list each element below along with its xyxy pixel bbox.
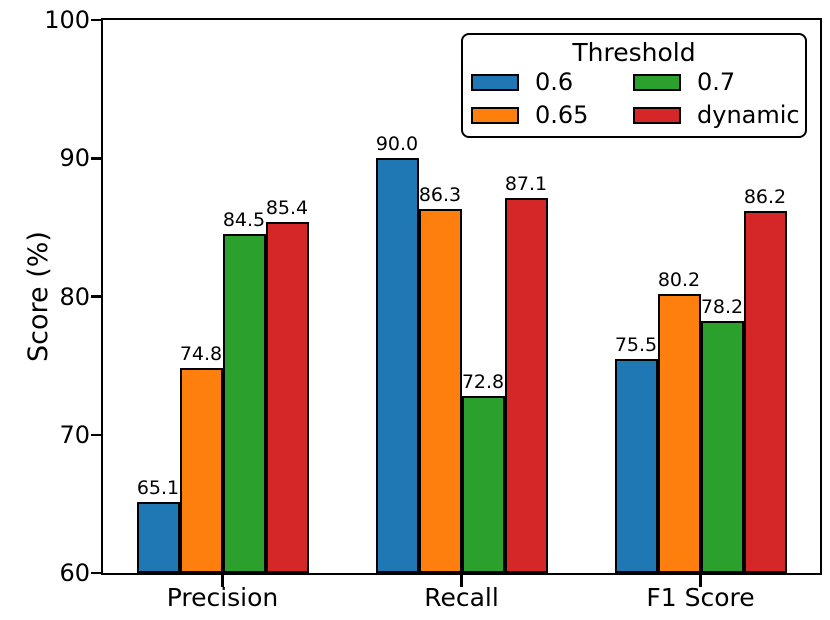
y-tick-mark bbox=[91, 18, 101, 22]
y-tick-mark bbox=[91, 295, 101, 298]
bar-dynamic-recall bbox=[504, 198, 548, 573]
x-tick-mark bbox=[460, 575, 463, 587]
y-tick-label: 80 bbox=[59, 282, 90, 311]
legend-entry-label: 0.65 bbox=[535, 101, 589, 129]
bar-value-label: 86.3 bbox=[418, 184, 462, 207]
x-tick-mark bbox=[221, 575, 224, 587]
bar-value-label: 87.1 bbox=[504, 173, 548, 196]
legend-title: Threshold bbox=[572, 38, 696, 67]
legend-swatch-icon bbox=[471, 107, 519, 124]
bar-value-label: 84.5 bbox=[222, 209, 266, 232]
bar-value-label: 78.2 bbox=[700, 296, 744, 319]
legend-entries: 0.6 0.65 0.7 dynamic bbox=[463, 68, 805, 130]
legend-entry-0.65: 0.65 bbox=[471, 101, 633, 130]
bar-0.7-precision bbox=[222, 234, 266, 573]
bar-0.6-recall bbox=[375, 158, 419, 573]
bar-value-label: 65.1 bbox=[136, 477, 180, 500]
y-tick-label: 100 bbox=[44, 6, 90, 34]
legend-entry-label: 0.7 bbox=[697, 68, 736, 96]
legend-swatch-icon bbox=[471, 74, 519, 91]
x-tick-mark bbox=[699, 575, 702, 587]
legend-entry-0.6: 0.6 bbox=[471, 68, 633, 97]
bar-0.65-recall bbox=[418, 209, 462, 573]
y-tick-label: 70 bbox=[59, 420, 90, 449]
legend-entry-label: 0.6 bbox=[535, 68, 574, 96]
bar-value-label: 75.5 bbox=[614, 333, 658, 356]
bar-value-label: 86.2 bbox=[743, 185, 787, 208]
bar-0.7-f1-score bbox=[700, 321, 744, 573]
bar-0.6-f1-score bbox=[614, 358, 658, 573]
legend-entry-dynamic: dynamic bbox=[633, 101, 805, 130]
x-category-label: F1 Score bbox=[646, 583, 755, 612]
bar-value-label: 85.4 bbox=[265, 196, 309, 219]
y-tick-label: 60 bbox=[59, 559, 90, 587]
bar-value-label: 80.2 bbox=[657, 268, 701, 291]
x-category-label: Recall bbox=[424, 583, 499, 612]
bar-dynamic-precision bbox=[265, 221, 309, 573]
bar-0.7-recall bbox=[461, 396, 505, 573]
y-tick-mark bbox=[91, 433, 101, 436]
y-tick-mark bbox=[91, 157, 101, 160]
legend: Threshold 0.6 0.65 0.7 dynamic bbox=[461, 33, 807, 138]
legend-swatch-icon bbox=[633, 74, 681, 91]
legend-entry-0.7: 0.7 bbox=[633, 68, 805, 97]
bar-0.65-precision bbox=[179, 368, 223, 573]
x-category-label: Precision bbox=[166, 583, 279, 612]
legend-swatch-icon bbox=[633, 107, 681, 124]
y-tick-label: 90 bbox=[59, 144, 90, 173]
bar-value-label: 72.8 bbox=[461, 371, 505, 394]
bar-0.65-f1-score bbox=[657, 293, 701, 573]
bar-value-label: 90.0 bbox=[375, 133, 419, 156]
bar-value-label: 74.8 bbox=[179, 343, 223, 366]
bar-0.6-precision bbox=[136, 502, 180, 573]
bar-dynamic-f1-score bbox=[743, 210, 787, 573]
y-tick-mark bbox=[91, 571, 101, 575]
legend-entry-label: dynamic bbox=[697, 101, 800, 129]
